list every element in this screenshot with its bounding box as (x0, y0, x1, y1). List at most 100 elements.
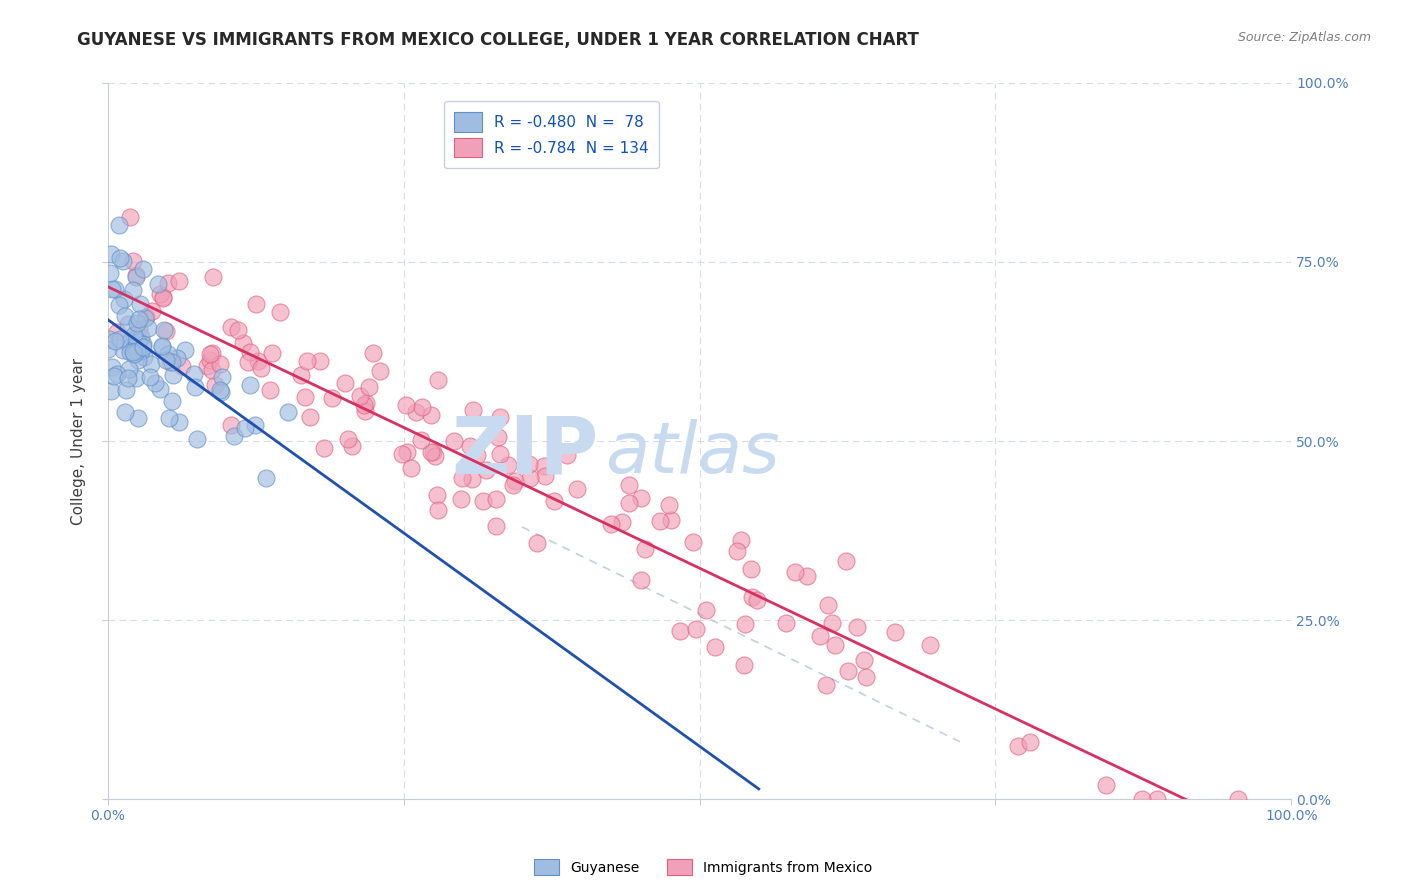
Point (118, 210, 141, 224)
Point (125, 269, 148, 284)
Point (519, 471, 541, 485)
Point (134, 351, 156, 365)
Point (162, 368, 184, 382)
Point (128, 312, 150, 326)
Point (103, 368, 125, 383)
Point (183, 368, 205, 382)
Point (160, 393, 183, 408)
Point (127, 316, 149, 330)
Point (354, 396, 377, 410)
Point (411, 401, 433, 415)
Point (100, 384, 122, 399)
Point (155, 324, 177, 338)
Point (107, 218, 129, 232)
Point (114, 384, 136, 398)
Point (496, 458, 519, 472)
Point (617, 478, 640, 492)
Point (361, 346, 384, 360)
Point (533, 458, 555, 473)
Point (201, 363, 224, 377)
Point (150, 340, 173, 354)
Point (610, 515, 633, 529)
Point (245, 297, 267, 311)
Point (368, 364, 391, 378)
Point (534, 469, 557, 483)
Point (201, 346, 224, 360)
Point (422, 444, 444, 458)
Point (125, 268, 148, 282)
Point (98, 266, 121, 280)
Point (152, 290, 174, 304)
Point (308, 354, 330, 368)
Point (238, 355, 260, 369)
Point (659, 513, 682, 527)
Point (471, 493, 494, 508)
Point (685, 622, 707, 636)
Point (634, 542, 657, 557)
Point (208, 383, 231, 397)
Point (357, 380, 380, 394)
Point (1095, 778, 1118, 792)
Point (853, 653, 876, 667)
Point (502, 477, 524, 491)
Point (128, 321, 150, 335)
Point (122, 283, 145, 297)
Point (152, 291, 174, 305)
Point (148, 277, 170, 292)
Point (619, 496, 641, 510)
Point (256, 471, 278, 485)
Point (156, 277, 179, 291)
Point (650, 514, 672, 528)
Point (100, 246, 122, 260)
Point (108, 251, 131, 265)
Text: ZIP: ZIP (451, 413, 599, 491)
Point (159, 355, 181, 369)
Point (396, 444, 419, 458)
Y-axis label: College, Under 1 year: College, Under 1 year (72, 358, 86, 524)
Point (555, 449, 578, 463)
Point (97, 332, 120, 346)
Point (204, 378, 226, 392)
Point (100, 359, 122, 374)
Point (112, 292, 135, 306)
Point (489, 410, 512, 425)
Point (132, 337, 155, 351)
Point (104, 334, 127, 349)
Point (110, 332, 132, 346)
Point (127, 411, 149, 425)
Point (460, 439, 482, 453)
Point (426, 373, 449, 387)
Text: Source: ZipAtlas.com: Source: ZipAtlas.com (1237, 31, 1371, 45)
Point (135, 310, 157, 324)
Point (122, 345, 145, 359)
Point (101, 282, 124, 296)
Point (198, 347, 221, 361)
Point (132, 261, 155, 276)
Point (1130, 792, 1153, 806)
Point (111, 254, 134, 268)
Point (846, 620, 869, 634)
Point (312, 442, 335, 456)
Point (1227, 792, 1250, 806)
Point (124, 343, 146, 357)
Point (808, 629, 831, 643)
Point (247, 354, 270, 368)
Point (134, 310, 156, 325)
Point (259, 383, 281, 397)
Point (349, 389, 371, 403)
Text: atlas: atlas (605, 418, 779, 488)
Point (125, 343, 148, 358)
Point (105, 367, 128, 381)
Point (740, 561, 762, 575)
Point (426, 487, 449, 501)
Point (565, 482, 588, 496)
Point (465, 449, 488, 463)
Point (262, 346, 284, 360)
Point (97, 342, 120, 356)
Point (682, 534, 704, 549)
Point (243, 417, 266, 432)
Point (354, 403, 377, 417)
Point (461, 472, 484, 486)
Point (117, 371, 139, 385)
Point (918, 638, 941, 652)
